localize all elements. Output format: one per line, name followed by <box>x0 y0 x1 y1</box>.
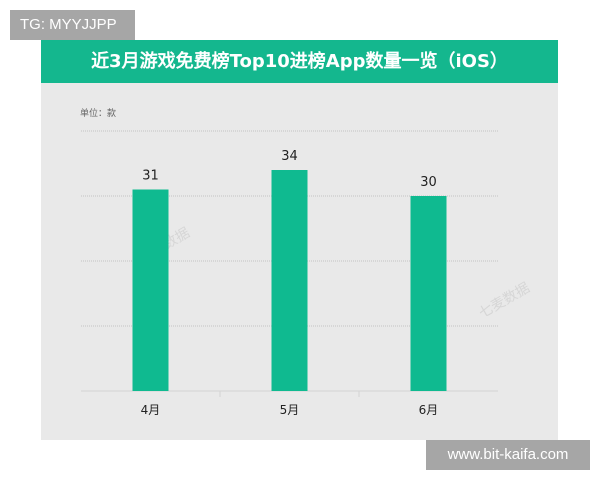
data-label: 30 <box>420 175 437 190</box>
unit-label: 单位：款 <box>80 109 117 119</box>
x-tick-label: 6月 <box>419 403 439 417</box>
bar-chart: 31 4月 34 5月 30 6月 <box>81 130 498 417</box>
data-label: 31 <box>142 169 159 184</box>
bar <box>410 196 447 391</box>
chart-title: 近3月游戏免费榜Top10进榜App数量一览（iOS） <box>41 40 558 83</box>
tg-tag: TG: MYYJJPP <box>10 10 135 40</box>
site-tag: www.bit-kaifa.com <box>426 440 590 470</box>
chart-panel: 近3月游戏免费榜Top10进榜App数量一览（iOS） 单位：款 七麦数据 七麦… <box>41 40 558 440</box>
bar <box>132 189 169 391</box>
x-tick-label: 5月 <box>280 403 300 417</box>
bar <box>271 170 308 391</box>
data-label: 34 <box>281 149 298 164</box>
x-tick-label: 4月 <box>141 403 161 417</box>
